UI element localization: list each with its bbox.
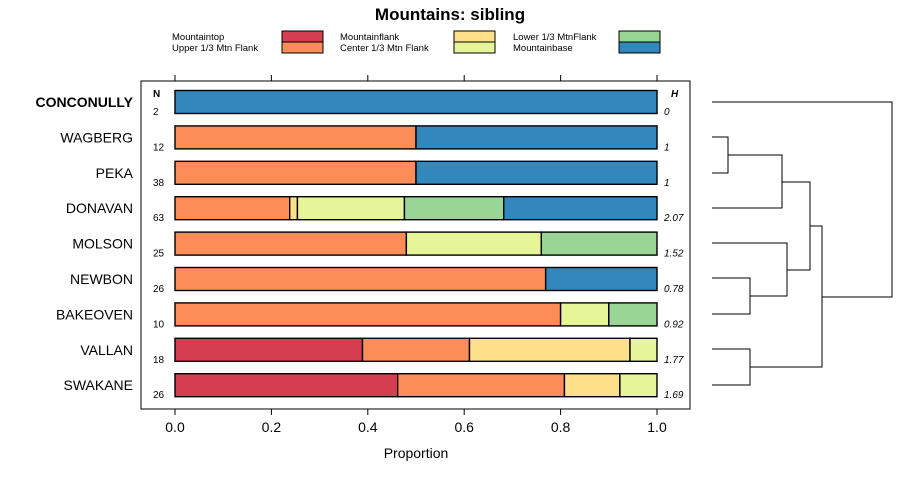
h-header: H xyxy=(671,89,679,100)
bar-segment xyxy=(415,125,658,150)
category-label: SWAKANE xyxy=(64,377,134,393)
bar-segment xyxy=(468,337,631,362)
category-label: DONAVAN xyxy=(66,200,133,216)
bar-segment xyxy=(559,302,610,327)
legend-label: Mountainbase xyxy=(513,43,573,54)
bar-segment xyxy=(174,302,562,327)
n-label: 26 xyxy=(153,390,165,401)
x-tick-label: 0.0 xyxy=(165,419,185,435)
n-label: 10 xyxy=(153,319,165,330)
h-label: 1 xyxy=(664,178,670,189)
category-label: BAKEOVEN xyxy=(56,306,133,322)
bar-segment xyxy=(174,337,364,362)
legend-label: Center 1/3 Mtn Flank xyxy=(340,43,429,54)
bar-segment xyxy=(405,231,543,256)
legend-swatch xyxy=(618,30,661,43)
top-axis-ticks xyxy=(174,75,658,81)
h-label: 0.92 xyxy=(664,319,684,330)
bar-segment xyxy=(629,337,658,362)
bar-segment xyxy=(563,373,621,398)
h-label: 1.69 xyxy=(664,390,684,401)
legend-label: Mountainflank xyxy=(340,32,399,43)
n-label: 63 xyxy=(153,213,165,224)
chart-title: Mountains: sibling xyxy=(375,5,525,24)
x-axis-label: Proportion xyxy=(384,445,449,461)
n-label: 2 xyxy=(153,107,159,118)
category-label: WAGBERG xyxy=(60,129,133,145)
dendrogram xyxy=(712,101,893,386)
bar-segment xyxy=(174,160,417,186)
legend-swatch xyxy=(281,30,324,43)
dendrogram-branch xyxy=(712,348,751,386)
category-label: NEWBON xyxy=(70,271,133,287)
bar-segment xyxy=(174,231,408,256)
n-header: N xyxy=(153,89,160,100)
category-label: CONCONULLY xyxy=(36,94,134,110)
dendrogram-branch xyxy=(712,101,893,298)
dendrogram-branch xyxy=(782,181,811,271)
bar-segment xyxy=(403,195,505,221)
legend-label: Lower 1/3 MtnFlank xyxy=(513,32,597,43)
bar-segment xyxy=(296,195,406,221)
x-tick-label: 0.4 xyxy=(358,419,378,435)
bar-segment xyxy=(174,195,291,221)
n-label: 26 xyxy=(153,284,165,295)
x-tick-label: 0.8 xyxy=(551,419,571,435)
x-tick-label: 0.6 xyxy=(454,419,474,435)
y-axis-labels: CONCONULLY WAGBERG PEKA DONAVAN MOLSON NEWBON… xyxy=(36,94,134,393)
legend-label: Mountaintop xyxy=(172,32,224,43)
x-tick-label: 0.2 xyxy=(262,419,282,435)
bar-segment xyxy=(540,231,658,256)
dendrogram-branch xyxy=(712,136,729,174)
n-label: 12 xyxy=(153,142,165,153)
dendrogram-branch xyxy=(712,154,783,209)
bar-segment xyxy=(503,195,658,221)
bar-segment xyxy=(174,125,417,150)
legend-swatch xyxy=(618,41,661,54)
bar-segment xyxy=(289,195,299,221)
legend-swatch xyxy=(453,30,496,43)
h-label: 1 xyxy=(664,142,670,153)
bar-segment xyxy=(619,373,658,398)
h-label: 1.77 xyxy=(664,355,684,366)
bar-segment xyxy=(174,373,399,398)
dendrogram-branch xyxy=(712,277,751,315)
h-label: 0.78 xyxy=(664,284,684,295)
category-label: VALLAN xyxy=(80,342,133,358)
category-label: MOLSON xyxy=(72,236,133,252)
x-axis: 0.0 0.2 0.4 0.6 0.8 1.0 xyxy=(165,409,667,435)
bar-segment xyxy=(415,160,658,186)
bar-segment xyxy=(174,89,658,115)
bar-segment xyxy=(608,302,658,327)
plot-frame xyxy=(140,80,691,410)
bar-segment xyxy=(361,337,471,362)
h-label: 1.52 xyxy=(664,249,684,260)
bar-segment xyxy=(544,266,658,292)
h-label: 0 xyxy=(664,107,670,118)
legend-swatch xyxy=(281,41,324,54)
n-label: 18 xyxy=(153,355,165,366)
legend-label: Upper 1/3 Mtn Flank xyxy=(172,43,258,54)
x-tick-label: 1.0 xyxy=(647,419,667,435)
category-label: PEKA xyxy=(96,165,134,181)
n-label: 25 xyxy=(153,249,165,260)
h-label: 2.07 xyxy=(663,213,684,224)
n-label: 38 xyxy=(153,178,165,189)
bar-segment xyxy=(396,373,566,398)
bar-segment xyxy=(174,266,547,292)
legend-swatch xyxy=(453,41,496,54)
bars: N H 2 0 12 1 38 1 63 2.07 25 1.52 26 0.78 10 0.92 18 1.77… xyxy=(153,89,684,401)
